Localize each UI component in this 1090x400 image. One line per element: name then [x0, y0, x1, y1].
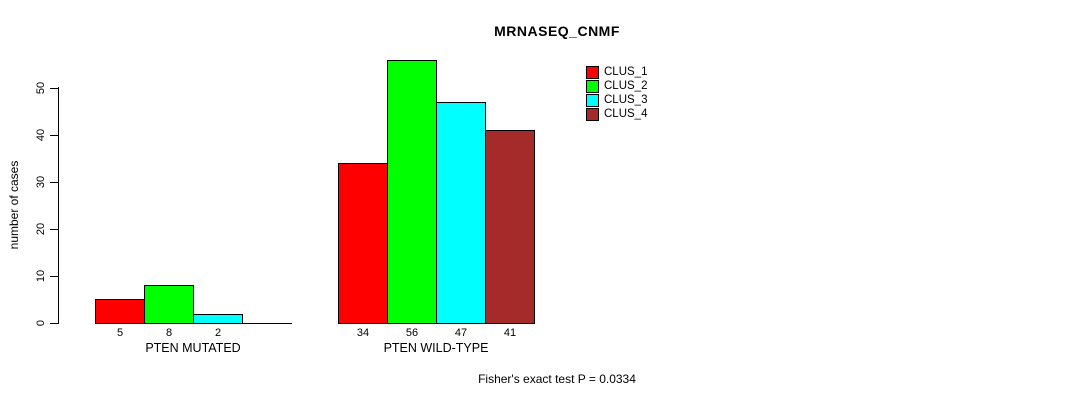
- legend-swatch-clus_2: [586, 80, 599, 93]
- y-axis-line: [58, 87, 59, 324]
- y-tick-label: 10: [35, 269, 47, 283]
- y-axis-title: number of cases: [7, 160, 21, 250]
- y-tick-mark: [50, 323, 58, 324]
- bar-clus_2-pten-wild-type: [387, 60, 437, 324]
- legend-label-clus_4: CLUS_4: [604, 108, 648, 120]
- legend-label-clus_2: CLUS_2: [604, 80, 648, 92]
- group-label-pten-wild-type: PTEN WILD-TYPE: [383, 341, 489, 355]
- chart-title: MRNASEQ_CNMF: [494, 23, 620, 39]
- bar-value-label: 5: [116, 327, 124, 339]
- y-tick-label: 20: [35, 222, 47, 236]
- bar-value-label: 2: [214, 327, 222, 339]
- bar-clus_3-pten-mutated: [193, 314, 243, 324]
- y-tick-label: 40: [35, 128, 47, 142]
- legend-swatch-clus_4: [586, 108, 599, 121]
- legend-label-clus_1: CLUS_1: [604, 66, 648, 78]
- bar-clus_3-pten-wild-type: [436, 102, 486, 324]
- y-tick-label: 0: [35, 319, 47, 327]
- y-tick-label: 30: [35, 175, 47, 189]
- y-tick-mark: [50, 88, 58, 89]
- y-tick-mark: [50, 182, 58, 183]
- bar-clus_1-pten-mutated: [95, 299, 145, 324]
- bar-value-label: 47: [454, 327, 468, 339]
- y-tick-label: 50: [35, 81, 47, 95]
- y-tick-mark: [50, 229, 58, 230]
- legend-swatch-clus_3: [586, 94, 599, 107]
- footer-annotation: Fisher's exact test P = 0.0334: [478, 372, 636, 386]
- bar-value-label: 56: [405, 327, 419, 339]
- group-label-pten-mutated: PTEN MUTATED: [145, 341, 241, 355]
- legend-swatch-clus_1: [586, 66, 599, 79]
- bar-value-label: 34: [356, 327, 370, 339]
- bar-zero-clus_4: [242, 323, 292, 324]
- bar-clus_1-pten-wild-type: [338, 163, 388, 324]
- bar-clus_4-pten-wild-type: [485, 130, 535, 324]
- legend-label-clus_3: CLUS_3: [604, 94, 648, 106]
- y-tick-mark: [50, 135, 58, 136]
- bar-clus_2-pten-mutated: [144, 285, 194, 324]
- bar-value-label: 8: [165, 327, 173, 339]
- y-tick-mark: [50, 276, 58, 277]
- bar-value-label: 41: [503, 327, 517, 339]
